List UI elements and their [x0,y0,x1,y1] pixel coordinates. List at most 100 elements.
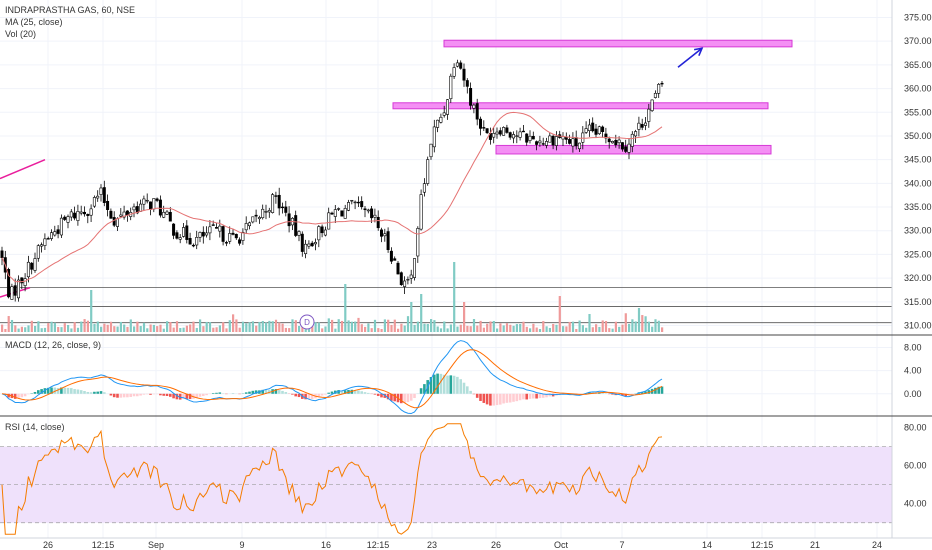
macd-hist-20 [66,387,70,394]
chart-title: INDRAPRASTHA GAS, 60, NSE [5,5,136,15]
volume-bar-139 [459,324,462,332]
candle-126 [416,226,420,263]
x-tick-13: 24 [872,540,882,550]
macd-hist-198 [654,387,657,394]
candle-67 [221,225,225,246]
macd-hist-39 [129,393,132,397]
macd-hist-149 [492,393,495,406]
candle-6 [20,277,24,290]
macd-hist-31 [103,392,106,394]
volume-bar-84 [278,322,281,332]
candle-91 [300,231,304,257]
zone-rect-1[interactable] [392,102,769,110]
resistance-support-zones[interactable] [392,39,793,155]
candle-188 [620,142,624,152]
volume-bar-67 [222,322,225,332]
volume-bar-69 [228,320,231,332]
volume-bar-150 [496,328,499,332]
candle-138 [455,59,459,68]
candle-115 [379,227,383,243]
volume-bar-2 [7,316,10,332]
candle-146 [482,120,486,132]
candle-123 [406,276,410,285]
zone-rect-0[interactable] [443,39,793,48]
candle-177 [584,121,588,134]
macd-hist-113 [373,393,377,395]
candle-14 [46,236,50,240]
macd-hist-189 [624,393,627,397]
macd-hist-164 [541,393,545,398]
candle-30 [99,184,103,202]
candle-5 [16,275,20,302]
volume-bar-83 [274,319,278,332]
macd-hist-145 [479,393,482,401]
trend-lines[interactable] [0,158,46,298]
candle-118 [389,247,393,265]
macd-hist-86 [284,392,288,394]
macd-hist-163 [538,393,542,399]
volume-bar-110 [364,326,367,332]
candle-71 [234,233,238,240]
macd-hist-110 [363,392,367,394]
dividend-marker-circle[interactable] [299,314,315,330]
macd-hist-10 [33,391,37,394]
candle-34 [112,211,116,228]
volume-bar-109 [360,324,363,332]
volume-bar-68 [225,328,228,332]
macd-hist-100 [330,391,334,394]
volume-bar-48 [159,324,162,332]
volume-bar-138 [456,326,459,332]
macd-hist-16 [53,387,57,394]
candle-143 [472,103,476,114]
x-tick-8: Oct [554,540,569,550]
macd-hist-125 [413,393,416,399]
macd-hist-42 [139,393,142,396]
candle-11 [36,244,40,262]
macd-hist-116 [383,393,387,398]
candle-21 [69,209,73,221]
macd-hist-147 [485,393,489,405]
macd-hist-123 [406,393,410,403]
volume-bar-72 [238,327,241,332]
volume-bar-40 [133,326,136,332]
candle-159 [525,133,529,146]
volume-bar-125 [413,324,416,332]
volume-bar-55 [182,327,185,332]
macd-hist-141 [466,386,469,394]
arrow-head[interactable] [693,47,704,56]
candle-162 [535,140,539,151]
volume-bar-20 [67,324,70,332]
volume-bar-126 [416,321,419,332]
x-tick-1: 12:15 [92,540,115,550]
volume-bar-116 [383,319,386,332]
volume-bar-49 [162,328,165,332]
candle-120 [396,260,400,275]
volume-bar-13 [43,327,47,332]
arrow-group[interactable] [677,47,704,68]
candle-160 [528,130,532,144]
arrow-shaft[interactable] [677,47,703,68]
candle-87 [287,206,291,233]
candle-180 [594,124,598,138]
volume-bar-115 [380,328,383,332]
candle-145 [478,116,482,136]
volume-bar-53 [175,321,179,332]
macd-hist-161 [532,393,535,399]
x-tick-4: 16 [321,540,331,550]
volume-bar-101 [334,328,337,332]
trend-line-0[interactable] [0,158,46,180]
macd-hist-22 [73,389,76,394]
horizontal-lines[interactable] [0,287,892,324]
volume-bar-174 [575,328,578,332]
macd-hist-109 [360,391,363,394]
volume-bar-123 [406,316,410,332]
dividend-marker[interactable]: D [299,314,315,330]
candle-163 [538,135,542,147]
candle-186 [614,134,618,148]
candle-7 [23,273,27,292]
macd-hist-124 [409,393,413,401]
candle-95 [313,238,317,251]
candle-10 [33,252,37,273]
volume-bar-63 [208,322,212,332]
